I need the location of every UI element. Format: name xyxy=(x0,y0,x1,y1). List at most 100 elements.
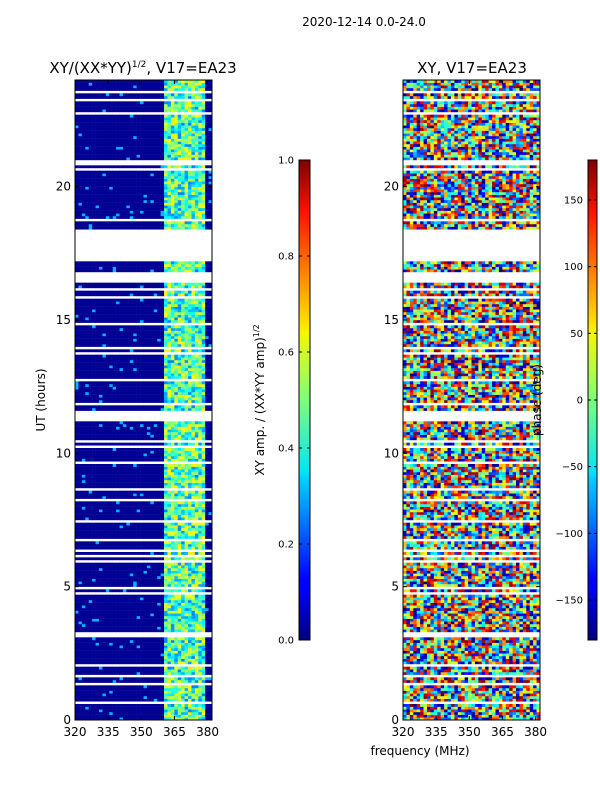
heatmap-cell xyxy=(170,704,175,707)
heatmap-cell xyxy=(109,376,113,379)
heatmap-cell xyxy=(143,408,148,411)
heatmap-cell xyxy=(140,376,144,379)
heatmap-cell xyxy=(198,562,203,566)
heatmap-cell xyxy=(98,453,103,457)
heatmap-cell xyxy=(198,712,203,715)
heatmap-cell xyxy=(160,562,165,566)
heatmap-cell xyxy=(129,714,134,718)
heatmap-cell xyxy=(109,645,113,649)
heatmap-cell xyxy=(160,645,165,649)
heatmap-cell xyxy=(98,458,103,462)
heatmap-cell xyxy=(81,712,86,715)
heatmap-cell xyxy=(188,570,192,574)
heatmap-cell xyxy=(129,338,134,342)
heatmap-cell xyxy=(81,530,86,534)
heatmap-cell xyxy=(153,666,158,670)
heatmap-cell xyxy=(157,328,161,331)
heatmap-cell xyxy=(112,613,117,617)
heatmap-cell xyxy=(75,357,79,361)
heatmap-cell xyxy=(188,546,192,550)
heatmap-cell xyxy=(181,469,185,473)
heatmap-cell xyxy=(153,656,158,659)
heatmap-cell xyxy=(174,469,179,473)
heatmap-cell xyxy=(191,384,196,387)
heatmap-cell xyxy=(198,546,203,550)
heatmap-cell xyxy=(81,426,86,430)
heatmap-cell xyxy=(102,642,107,646)
heatmap-cell xyxy=(133,381,137,385)
heatmap-cell xyxy=(98,320,103,323)
heatmap-cell xyxy=(146,512,151,515)
heatmap-cell xyxy=(105,360,110,363)
heatmap-cell xyxy=(109,426,113,430)
heatmap-cell xyxy=(102,408,107,411)
heatmap-cell xyxy=(105,552,110,555)
heatmap-cell xyxy=(78,354,83,358)
heatmap-cell xyxy=(98,650,103,654)
heatmap-cell xyxy=(191,544,196,547)
heatmap-cell xyxy=(88,421,93,425)
heatmap-cell xyxy=(116,480,120,483)
heatmap-cell xyxy=(208,421,213,425)
heatmap-cell xyxy=(191,333,196,337)
heatmap-cell xyxy=(109,450,113,454)
heatmap-cell xyxy=(75,394,79,398)
heatmap-cell xyxy=(81,562,86,566)
heatmap-cell xyxy=(88,354,93,358)
heatmap-cell xyxy=(174,400,179,403)
heatmap-cell xyxy=(143,320,148,323)
heatmap-cell xyxy=(201,672,206,675)
heatmap-cell xyxy=(157,493,161,497)
heatmap-cell xyxy=(81,552,86,555)
heatmap-cell xyxy=(92,400,96,403)
heatmap-cell xyxy=(198,384,203,387)
heatmap-cell xyxy=(153,602,158,606)
heatmap-cell xyxy=(133,464,137,467)
heatmap-cell xyxy=(164,480,168,483)
heatmap-cell xyxy=(102,469,107,473)
heatmap-cell xyxy=(194,552,199,555)
heatmap-cell xyxy=(167,437,172,441)
heatmap-cell xyxy=(119,589,124,593)
heatmap-cell xyxy=(129,477,134,481)
heatmap-cell xyxy=(116,384,120,387)
heatmap-cell xyxy=(157,373,161,377)
heatmap-cell xyxy=(95,597,100,601)
heatmap-cell xyxy=(164,600,168,603)
heatmap-cell xyxy=(98,354,103,358)
heatmap-cell xyxy=(157,696,161,699)
heatmap-cell xyxy=(95,712,100,715)
heatmap-cell xyxy=(157,474,161,478)
heatmap-cell xyxy=(177,472,182,475)
heatmap-cell xyxy=(78,594,83,598)
heatmap-cell xyxy=(92,330,96,334)
heatmap-cell xyxy=(198,400,203,403)
heatmap-cell xyxy=(184,544,189,547)
heatmap-cell xyxy=(174,349,179,353)
heatmap-cell xyxy=(95,637,100,641)
heatmap-cell xyxy=(109,706,113,710)
heatmap-cell xyxy=(105,688,110,691)
heatmap-cell xyxy=(146,341,151,345)
heatmap-cell xyxy=(136,504,141,507)
heatmap-cell xyxy=(174,565,179,569)
heatmap-cell xyxy=(112,493,117,497)
heatmap-cell xyxy=(184,709,189,713)
heatmap-cell xyxy=(92,384,96,387)
heatmap-cell xyxy=(95,650,100,654)
heatmap-cell xyxy=(164,621,168,625)
heatmap-cell xyxy=(160,472,165,475)
heatmap-cell xyxy=(150,392,155,395)
heatmap-cell xyxy=(181,466,185,470)
heatmap-cell xyxy=(95,522,100,526)
heatmap-cell xyxy=(126,330,131,334)
heatmap-cell xyxy=(136,472,141,475)
heatmap-cell xyxy=(174,685,179,689)
heatmap-cell xyxy=(160,690,165,694)
heatmap-cell xyxy=(119,474,124,478)
heatmap-cell xyxy=(109,597,113,601)
heatmap-cell xyxy=(184,618,189,622)
heatmap-cell xyxy=(119,525,124,529)
heatmap-cell xyxy=(170,384,175,387)
heatmap-cell xyxy=(85,685,89,689)
